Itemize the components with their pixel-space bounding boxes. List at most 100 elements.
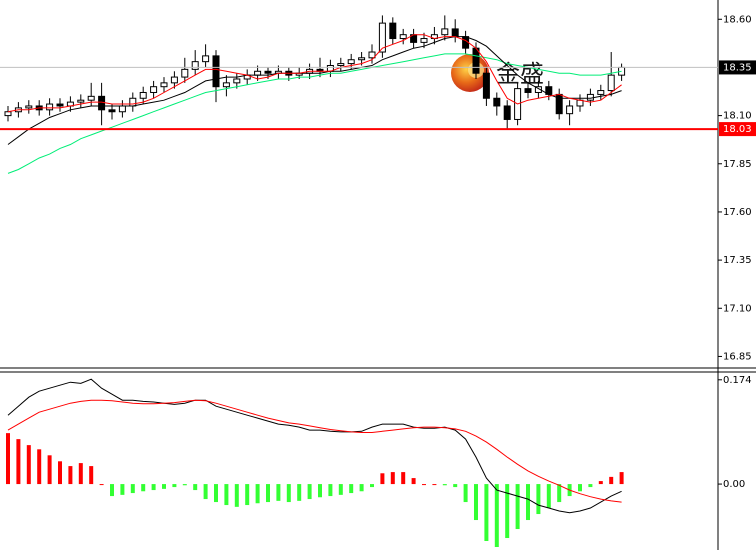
candle-body xyxy=(108,109,116,113)
candle-body xyxy=(378,22,386,53)
indicator-line xyxy=(7,34,622,113)
candle-body xyxy=(160,82,168,88)
histogram-bar xyxy=(224,484,229,506)
histogram-bar xyxy=(151,484,156,491)
histogram-bar xyxy=(68,466,73,485)
histogram-bar xyxy=(578,484,582,492)
histogram-bar xyxy=(536,484,541,515)
histogram-bar xyxy=(401,472,406,485)
histogram-bar xyxy=(432,484,437,486)
indicator-line xyxy=(7,53,622,174)
candle-body xyxy=(607,74,615,92)
histogram-bar xyxy=(78,463,83,485)
candle-body xyxy=(482,72,490,99)
histogram-bar xyxy=(494,484,499,548)
candle-body xyxy=(129,97,137,107)
histogram-bar xyxy=(120,484,125,495)
candle-body xyxy=(98,95,106,111)
price-label: 18.35 xyxy=(723,62,752,73)
histogram-bar xyxy=(255,484,260,504)
histogram-bar xyxy=(453,484,458,488)
indicator-line xyxy=(7,378,622,514)
candle-body xyxy=(368,51,376,59)
histogram-bar xyxy=(515,484,520,530)
candle-body xyxy=(150,86,158,93)
candle-body xyxy=(358,57,366,61)
histogram-bar xyxy=(609,476,614,485)
price-label-box xyxy=(719,122,756,137)
y-tick-label: 17.60 xyxy=(723,207,752,218)
candle-body xyxy=(170,76,178,84)
candle-body xyxy=(212,55,220,88)
candle-body xyxy=(87,95,95,101)
histogram-bar xyxy=(442,484,447,486)
histogram-bar xyxy=(286,484,291,503)
histogram-bar xyxy=(474,484,478,521)
candle-body xyxy=(597,90,605,95)
candle-body xyxy=(389,22,397,40)
candle-body xyxy=(202,55,210,63)
candle-body xyxy=(118,105,126,113)
candle-body xyxy=(399,34,407,40)
histogram-bar xyxy=(484,484,489,542)
candle-body xyxy=(191,61,199,70)
candle-body xyxy=(493,97,501,107)
histogram-bar xyxy=(380,473,385,485)
candle-body xyxy=(586,93,594,101)
candle-body xyxy=(46,103,54,111)
histogram-bar xyxy=(297,484,302,501)
y-tick-label: 0.174 xyxy=(723,375,752,386)
histogram-bar xyxy=(130,484,135,494)
y-tick-label: 18.60 xyxy=(723,14,752,25)
histogram-bar xyxy=(162,484,166,489)
y-tick-label: 17.35 xyxy=(723,255,752,266)
candle-body xyxy=(337,63,345,67)
histogram-bar xyxy=(349,484,354,494)
price-label: 18.03 xyxy=(723,124,752,135)
candle-body xyxy=(181,68,189,78)
histogram-bar xyxy=(598,481,603,485)
histogram-bar xyxy=(99,484,104,486)
histogram-bar xyxy=(359,484,364,492)
candle-body xyxy=(524,88,532,93)
candle-body xyxy=(503,105,511,120)
histogram-bar xyxy=(328,484,333,497)
histogram-bar xyxy=(318,484,322,498)
candle-body xyxy=(420,38,428,43)
histogram-bar xyxy=(214,484,218,503)
histogram-bar xyxy=(182,484,187,486)
histogram-bar xyxy=(6,433,10,485)
candle-body xyxy=(264,70,272,74)
indicator-line xyxy=(7,36,622,145)
histogram-bar xyxy=(338,484,343,495)
y-tick-label: 16.85 xyxy=(723,351,752,362)
histogram-bar xyxy=(463,484,468,503)
candle-body xyxy=(347,59,355,65)
histogram-bar xyxy=(422,484,426,486)
candle-body xyxy=(4,111,12,117)
candle-body xyxy=(566,105,574,115)
histogram-bar xyxy=(266,484,270,503)
candle-body xyxy=(254,70,262,76)
y-tick-label: 18.10 xyxy=(723,111,752,122)
indicator-line xyxy=(7,399,622,503)
candle-body xyxy=(534,86,542,93)
candle-body xyxy=(56,103,64,107)
histogram-bar xyxy=(370,484,374,488)
histogram-bar xyxy=(588,484,593,488)
histogram-bar xyxy=(141,484,146,492)
histogram-bar xyxy=(110,484,114,497)
histogram-bar xyxy=(193,484,198,491)
watermark-text: 金盛 xyxy=(496,60,544,88)
histogram-bar xyxy=(203,484,208,500)
histogram-bar xyxy=(307,484,312,500)
histogram-bar xyxy=(505,484,510,539)
histogram-bar xyxy=(411,478,416,485)
histogram-bar xyxy=(557,484,562,503)
candle-body xyxy=(25,105,33,109)
histogram-bar xyxy=(16,439,21,485)
histogram-bar xyxy=(619,472,624,485)
histogram-bar xyxy=(245,484,250,506)
histogram-bar xyxy=(546,484,551,509)
